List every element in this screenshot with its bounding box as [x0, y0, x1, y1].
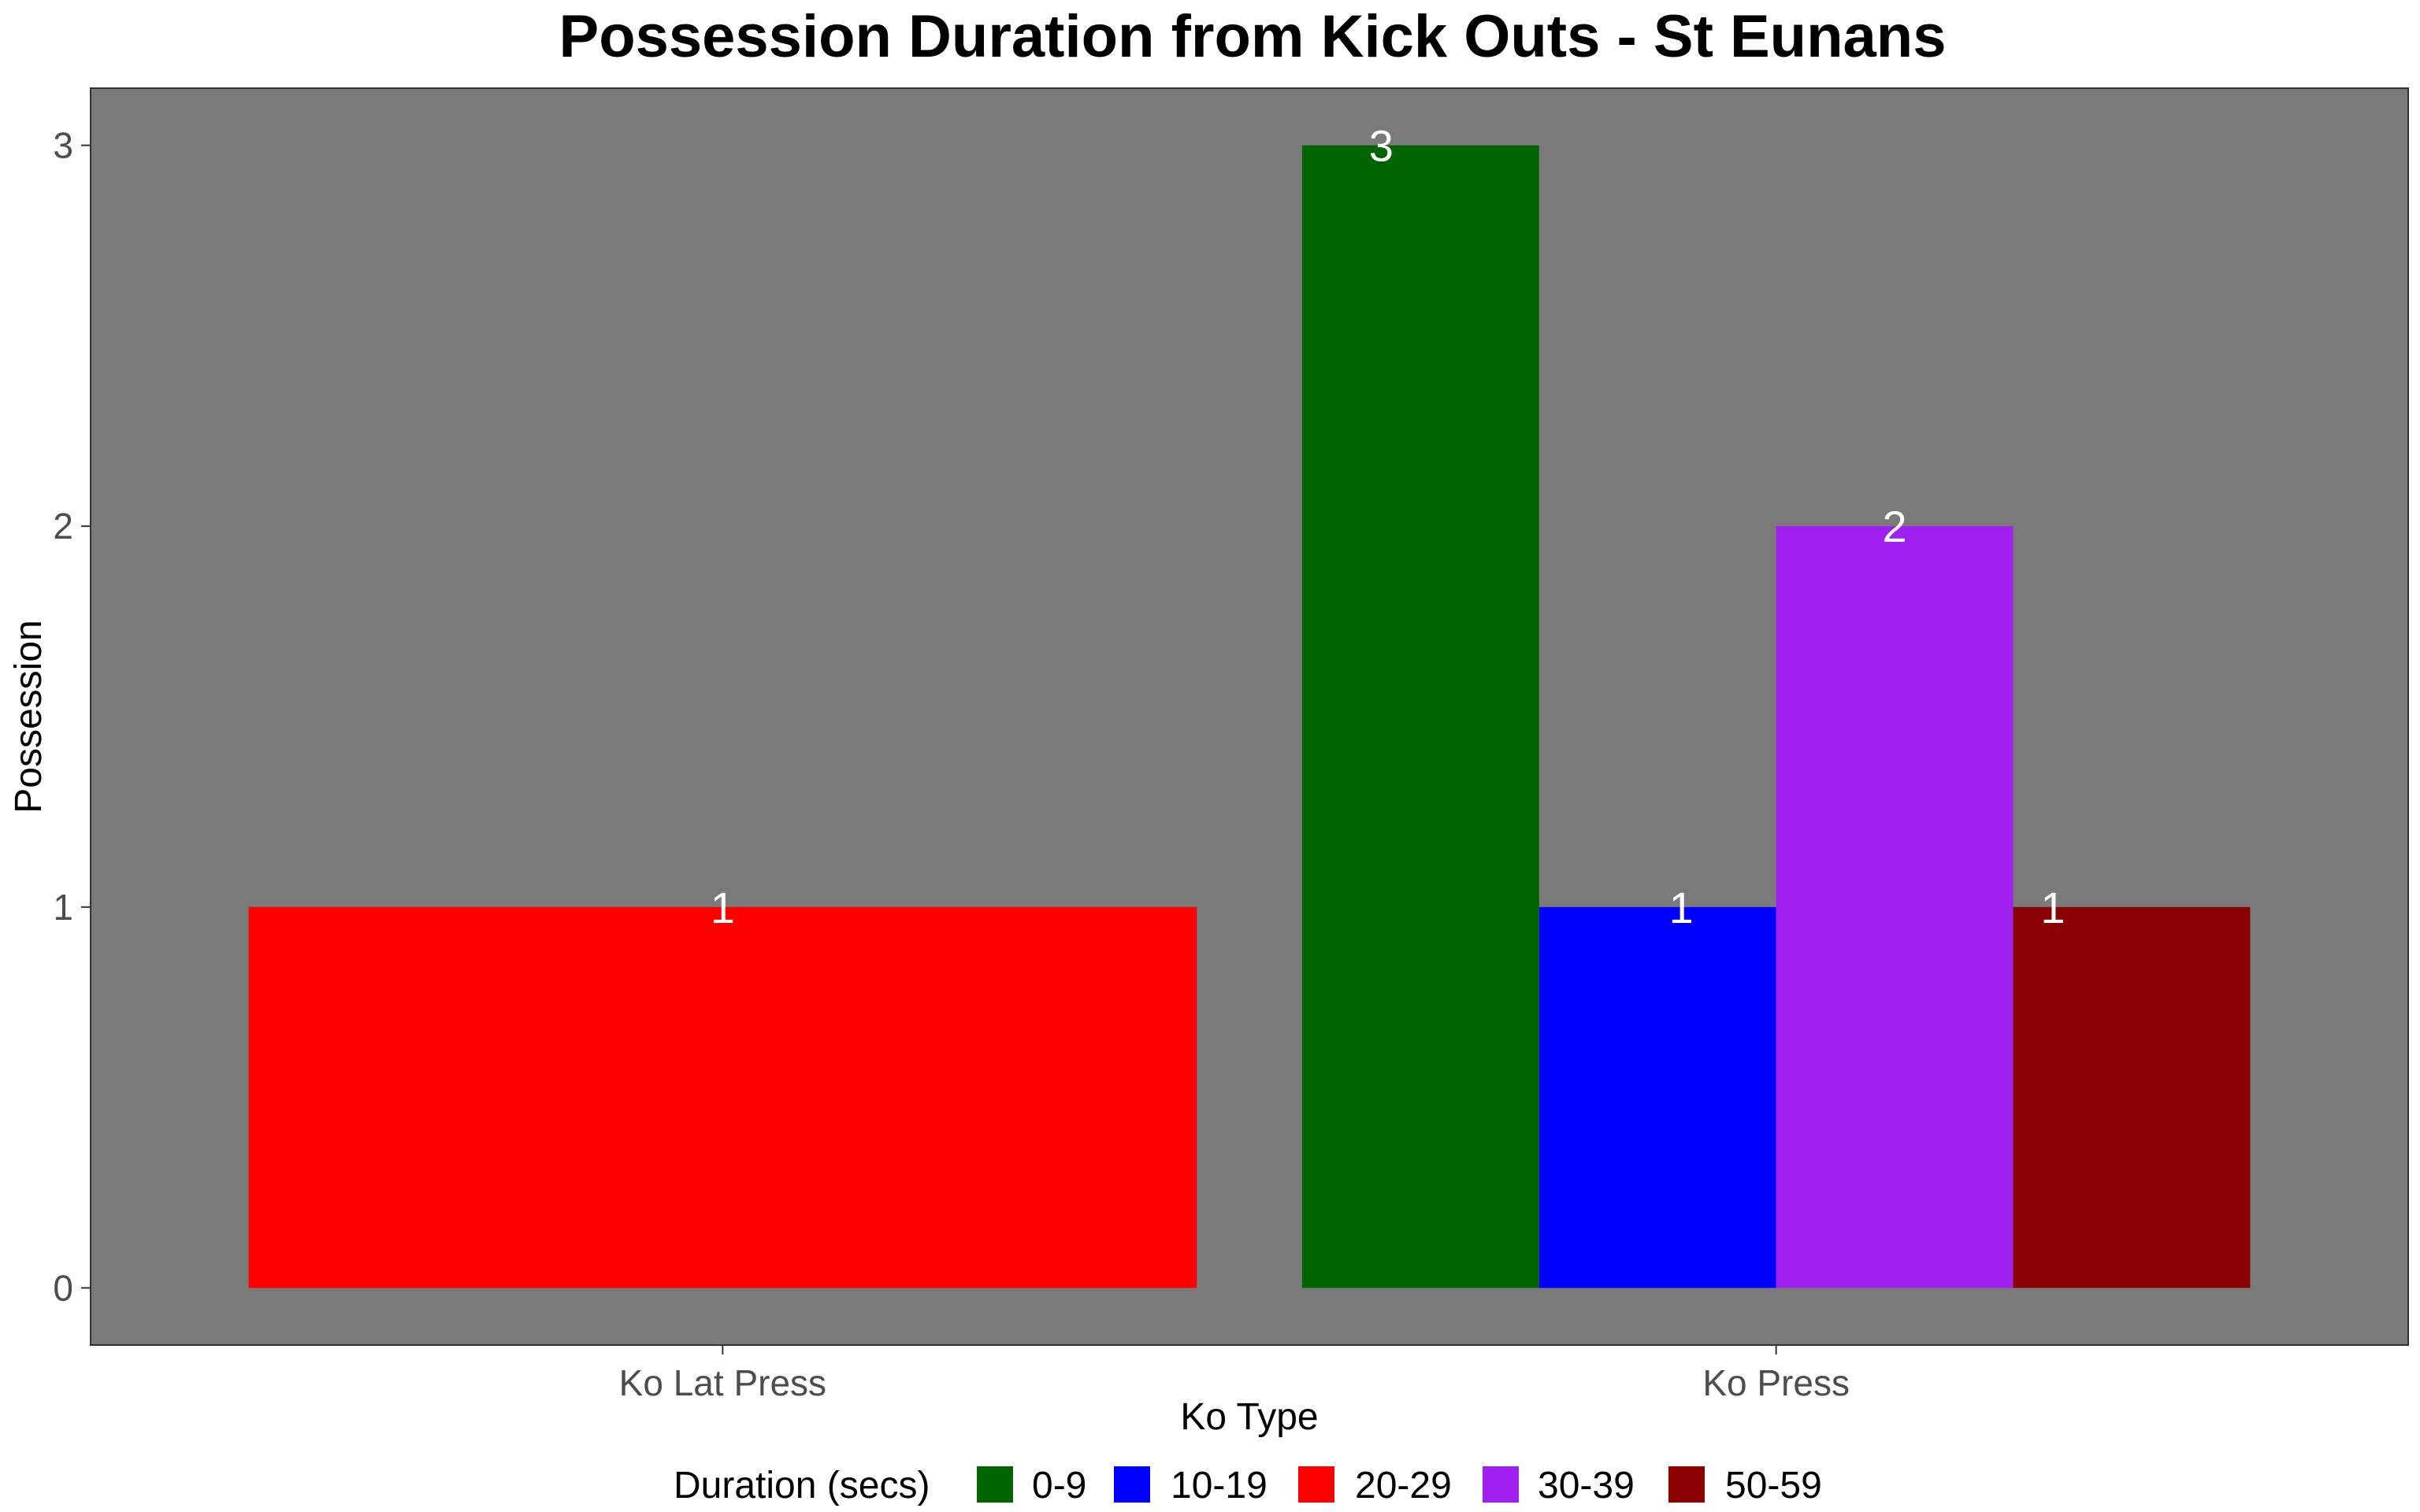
chart-title: Possession Duration from Kick Outs - St …: [559, 3, 1947, 70]
legend-key-50-59: [1668, 1466, 1705, 1503]
bar-ko-press-50-59: [2013, 906, 2251, 1288]
y-axis: 0 1 2 3: [53, 125, 91, 1308]
bar-ko-press-30-39: [1776, 526, 2014, 1288]
x-tick-label-ko-press: Ko Press: [1702, 1362, 1850, 1403]
legend-label-30-39: 30-39: [1538, 1465, 1635, 1506]
data-labels-layer: 1 3 1 2 1: [711, 121, 2066, 932]
legend-title: Duration (secs): [674, 1465, 930, 1506]
legend-key-20-29: [1298, 1466, 1334, 1503]
x-axis-title: Ko Type: [1180, 1396, 1318, 1438]
legend: Duration (secs) 0-9 10-19 20-29 30-39 50-59: [674, 1465, 1822, 1506]
y-tick-label-0: 0: [53, 1267, 73, 1308]
bar-ko-press-0-9: [1301, 145, 1539, 1288]
data-label-ko-press-10-19: 1: [1669, 883, 1694, 932]
bars-layer: [248, 145, 2251, 1288]
data-label-ko-press-50-59: 1: [2040, 883, 2065, 932]
y-tick-label-3: 3: [53, 125, 73, 166]
x-tick-label-ko-lat-press: Ko Lat Press: [619, 1362, 826, 1403]
data-label-ko-lat-press-20-29: 1: [711, 883, 735, 932]
legend-key-0-9: [977, 1466, 1013, 1503]
data-label-ko-press-0-9: 3: [1369, 121, 1394, 171]
legend-label-0-9: 0-9: [1032, 1465, 1086, 1506]
legend-label-50-59: 50-59: [1725, 1465, 1822, 1506]
y-axis-title: Possession: [8, 620, 50, 813]
bar-ko-press-10-19: [1538, 906, 1776, 1288]
y-tick-label-1: 1: [53, 887, 73, 928]
x-axis: Ko Lat Press Ko Press: [619, 1345, 1850, 1403]
legend-key-30-39: [1483, 1466, 1519, 1503]
data-label-ko-press-30-39: 2: [1883, 502, 1907, 551]
bar-ko-lat-press-20-29: [248, 906, 1197, 1288]
y-tick-label-2: 2: [53, 506, 73, 547]
legend-label-20-29: 20-29: [1355, 1465, 1452, 1506]
legend-key-10-19: [1114, 1466, 1150, 1503]
legend-label-10-19: 10-19: [1171, 1465, 1268, 1506]
